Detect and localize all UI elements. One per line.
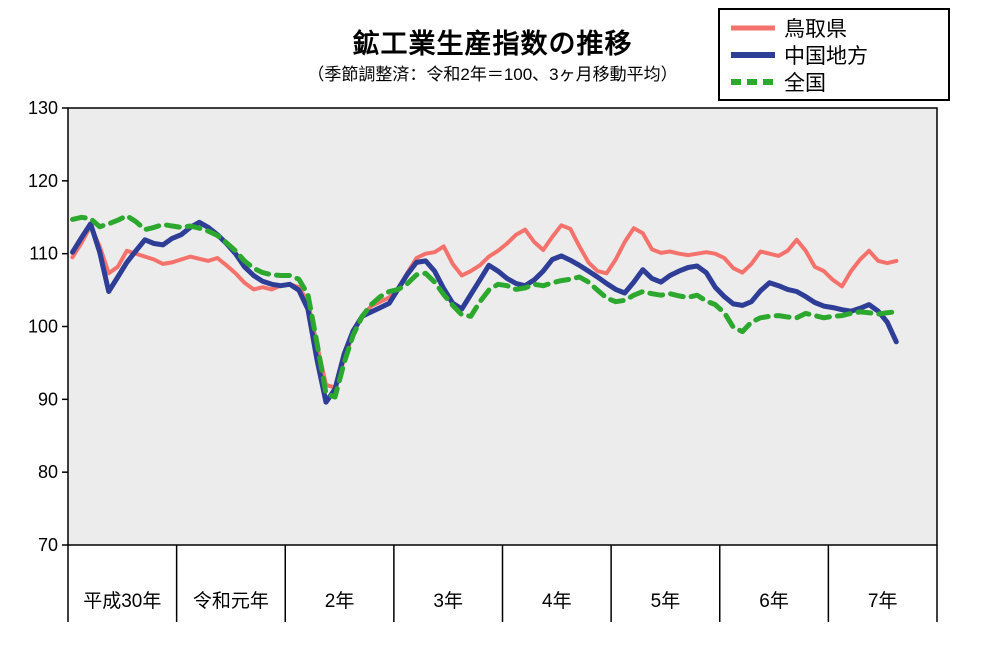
x-category-label: 令和元年 — [193, 590, 269, 612]
legend-item-tottori: 鳥取県 — [730, 14, 938, 41]
y-tick-label: 120 — [28, 171, 58, 191]
legend-label-chugoku: 中国地方 — [784, 44, 868, 68]
legend: 鳥取県 中国地方 全国 — [718, 8, 950, 101]
series-line-鳥取県 — [70, 223, 899, 390]
chart-title: 鉱工業生産指数の推移 — [352, 29, 633, 59]
plot-area — [68, 108, 937, 545]
legend-swatch-tottori-line — [731, 25, 775, 30]
x-category-label: 7年 — [868, 590, 898, 612]
legend-item-chugoku: 中国地方 — [730, 41, 938, 68]
series-line-全国 — [70, 213, 899, 400]
legend-item-zenkoku: 全国 — [730, 68, 938, 95]
legend-label-zenkoku: 全国 — [784, 71, 826, 95]
chart-subtitle: （季節調整済：令和2年＝100、3ヶ月移動平均） — [307, 65, 678, 84]
series-line-中国地方 — [70, 219, 899, 405]
y-tick-label: 80 — [38, 462, 58, 482]
y-tick-label: 130 — [28, 98, 58, 118]
legend-swatch-chugoku-line — [731, 51, 775, 58]
y-tick-label: 100 — [28, 317, 58, 337]
y-tick-label: 70 — [38, 535, 58, 555]
x-category-label: 4年 — [542, 590, 572, 612]
x-category-label: 3年 — [433, 590, 463, 612]
x-category-label: 5年 — [651, 590, 681, 612]
legend-swatch-zenkoku-dashed-line — [731, 78, 775, 85]
x-category-label: 平成30年 — [83, 590, 161, 612]
x-category-label: 6年 — [759, 590, 789, 612]
legend-label-tottori: 鳥取県 — [784, 17, 847, 41]
y-tick-label: 90 — [38, 389, 58, 409]
x-category-label: 2年 — [325, 590, 355, 612]
plot-border — [67, 107, 938, 546]
y-tick-label: 110 — [29, 244, 58, 264]
